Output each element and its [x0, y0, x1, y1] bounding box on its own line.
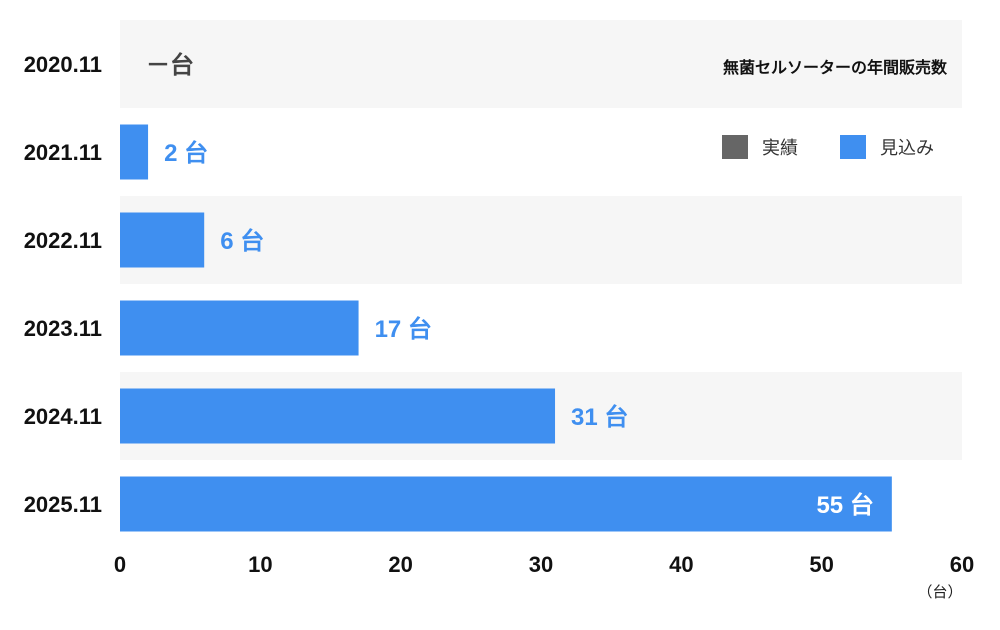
row-band	[120, 20, 962, 108]
data-label: －台	[146, 51, 194, 79]
legend-swatch	[722, 135, 748, 159]
legend: 実績 見込み	[722, 135, 934, 159]
category-label: 2023.11	[24, 316, 102, 341]
category-label: 2021.11	[24, 140, 102, 165]
x-tick-label: 0	[114, 552, 126, 577]
data-label: 31 台	[571, 403, 628, 431]
legend-label: 見込み	[880, 138, 934, 159]
unit-label: （台）	[917, 583, 962, 601]
bar	[120, 124, 149, 180]
data-label: 6 台	[220, 227, 264, 255]
x-tick-label: 60	[950, 552, 974, 577]
data-label: 17 台	[375, 315, 432, 343]
x-tick-label: 30	[529, 552, 553, 577]
bar	[120, 212, 205, 268]
x-tick-label: 20	[388, 552, 412, 577]
bar	[120, 388, 556, 444]
row-band	[120, 196, 962, 284]
x-tick-label: 50	[809, 552, 833, 577]
legend-swatch	[840, 135, 866, 159]
category-label: 2020.11	[24, 52, 102, 77]
category-label: 2022.11	[24, 228, 102, 253]
chart-title: 無菌セルソーターの年間販売数	[723, 58, 948, 77]
x-tick-label: 10	[248, 552, 272, 577]
legend-label: 実績	[762, 138, 798, 159]
data-label: 2 台	[164, 139, 208, 167]
data-label: 55 台	[816, 491, 873, 519]
category-label: 2025.11	[24, 492, 102, 517]
bar	[120, 300, 359, 356]
x-tick-label: 40	[669, 552, 693, 577]
category-label: 2024.11	[24, 404, 102, 429]
bar	[120, 476, 892, 532]
